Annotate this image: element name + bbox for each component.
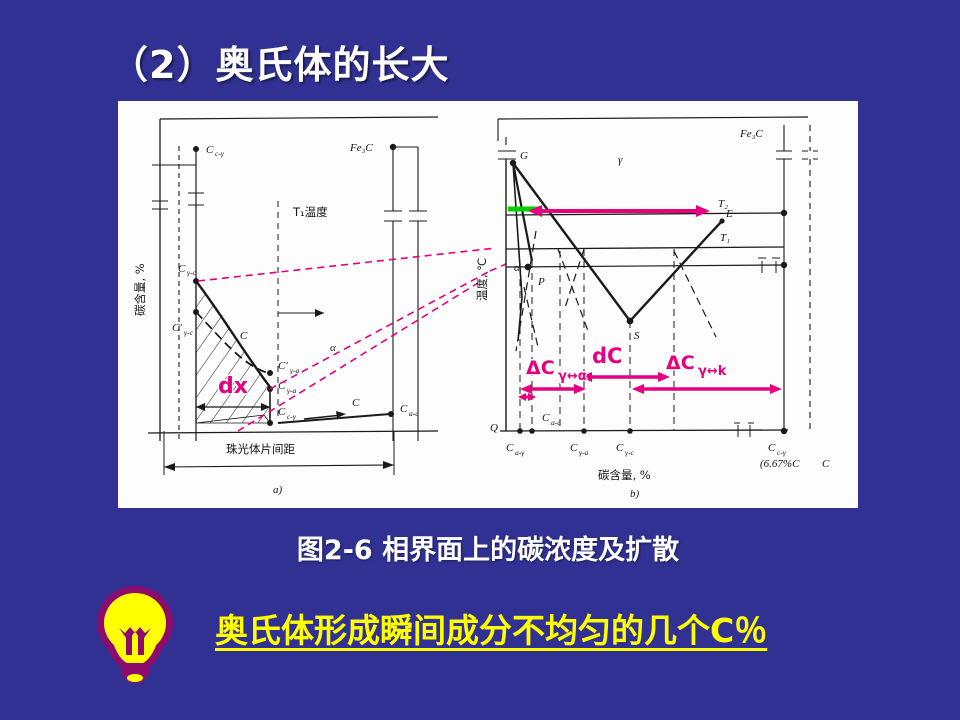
projection-lines xyxy=(197,247,507,432)
tick-label-a-c-sub: a-c xyxy=(551,418,561,427)
annotation-delta-c-gamma-alpha: ΔC γ↔α xyxy=(520,356,588,394)
label-gamma-c-prime-sub: γ-c xyxy=(184,328,193,337)
svg-text:γ↔k: γ↔k xyxy=(698,364,727,379)
label-curve-c-upper: C xyxy=(240,330,248,342)
label-panel-b-xaxis: 碳含量, % xyxy=(598,468,651,482)
tick-label-a-c: C xyxy=(542,412,550,424)
label-panel-a-sublabel: a) xyxy=(273,484,283,496)
label-gamma-a: C xyxy=(278,380,286,392)
label-a-c: C xyxy=(400,403,408,415)
label-phase-gamma-a: γ xyxy=(230,378,235,390)
label-gamma-c-prime: C' xyxy=(172,322,182,334)
tick-label-gamma-a: C xyxy=(570,442,578,454)
svg-text:ΔC: ΔC xyxy=(526,357,555,379)
tick-label-c-gamma-sub: c-γ xyxy=(777,448,787,457)
point-c-gamma-bottom xyxy=(267,420,273,426)
label-carbon-max-unit: C xyxy=(822,458,830,470)
label-panel-a-xaxis: 珠光体片间距 xyxy=(226,442,295,456)
label-phase-alpha-a: α xyxy=(330,342,336,354)
label-Q: Q xyxy=(490,422,498,434)
label-T2: T₂ xyxy=(718,198,728,210)
label-fe3c-b: Fe₃C xyxy=(739,128,763,140)
label-gamma-c: C xyxy=(178,263,186,275)
label-c-gamma-bottom-sub: c-γ xyxy=(287,412,297,421)
label-phase-gamma-b: γ xyxy=(618,154,623,166)
panel-b-diagram: Fe₃C 温度, ℃ G E γ α P S Q xyxy=(475,116,830,500)
label-fe3c-a: Fe₃C xyxy=(349,142,373,154)
label-panel-b-sublabel: b) xyxy=(630,488,640,500)
lightbulb-icon xyxy=(93,583,177,683)
figure-image: C c-γ Fe₃C T₁温度 碳含量, % xyxy=(118,101,858,508)
label-phase-alpha-b: α xyxy=(514,262,520,274)
annotation-delta-c-gamma-k: ΔC γ↔k xyxy=(632,351,782,394)
annotation-arrow-dc xyxy=(580,372,670,382)
tick-label-a-gamma-sub: a-γ xyxy=(515,448,525,457)
label-curve-c-lower: C xyxy=(352,397,360,409)
label-t1-temperature: T₁温度 xyxy=(292,205,328,219)
page-title: （2）奥氏体的长大 xyxy=(110,43,450,87)
point-E xyxy=(719,218,725,224)
tick-label-gamma-c-sub: γ-c xyxy=(625,448,634,457)
label-panel-a-yaxis: 碳含量, % xyxy=(133,263,147,316)
key-point-text: 奥氏体形成瞬间成分不均匀的几个C％ xyxy=(215,611,768,650)
figure-caption: 图2-6 相界面上的碳浓度及扩散 xyxy=(296,535,680,566)
tick-label-a-gamma: C xyxy=(506,442,514,454)
annotation-arrow-small xyxy=(518,393,536,401)
point-gamma-c-prime xyxy=(193,309,199,315)
svg-text:ΔC: ΔC xyxy=(666,352,695,374)
point-gamma-a-prime xyxy=(267,370,273,376)
label-gamma-a-sub: γ-a xyxy=(287,386,296,395)
panel-a-diagram: C c-γ Fe₃C T₁温度 碳含量, % xyxy=(133,116,439,496)
label-gamma-a-prime: C' xyxy=(278,360,288,372)
point-a-c xyxy=(388,411,394,417)
label-T1: T₁ xyxy=(720,232,730,244)
label-c-gamma-bottom: C xyxy=(278,406,286,418)
label-G: G xyxy=(520,150,528,162)
tick-label-c-gamma: C xyxy=(768,442,776,454)
label-S: S xyxy=(634,330,640,342)
label-panel-b-yaxis: 温度, ℃ xyxy=(475,258,489,301)
annotation-dx: dx xyxy=(218,374,248,399)
label-gamma-a-prime-sub: γ-a xyxy=(290,366,299,375)
point-c-gamma-top xyxy=(193,146,199,152)
svg-text:γ↔α: γ↔α xyxy=(558,369,587,384)
annotation-arrow-t2 xyxy=(528,205,710,217)
label-carbon-max: (6.67%C xyxy=(760,458,800,470)
label-gamma-c-sub: γ-c xyxy=(187,268,196,277)
label-c-gamma-top: C xyxy=(206,144,214,156)
point-gamma-c xyxy=(193,278,199,284)
label-c-gamma-top-sub: c-γ xyxy=(215,149,225,158)
label-a-c-sub: a-c xyxy=(409,409,419,418)
label-P: P xyxy=(537,276,545,288)
tick-label-gamma-c: C xyxy=(616,442,624,454)
annotation-dC: dC xyxy=(592,344,622,368)
tick-label-gamma-a-sub: γ-a xyxy=(579,448,588,457)
